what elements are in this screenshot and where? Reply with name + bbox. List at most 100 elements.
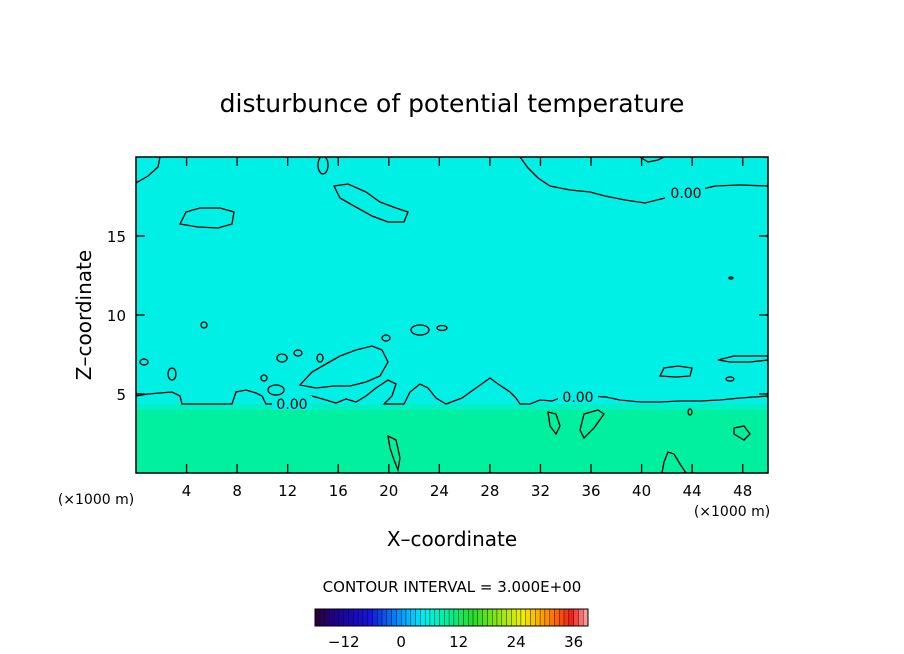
colorbar-segment	[405, 608, 411, 627]
colorbar-segment	[496, 608, 502, 627]
colorbar-segment	[482, 608, 488, 627]
x-axis-unit-left: (×1000 m)	[58, 492, 134, 508]
colorbar-segment	[458, 608, 464, 627]
contour-blob-n	[381, 334, 391, 342]
contour-label-1: 0.00	[276, 397, 307, 413]
colorbar-segment	[420, 608, 426, 627]
contour-blob-r	[728, 276, 734, 280]
y-tick-label: 5	[116, 386, 126, 404]
x-tick-label: 48	[733, 482, 752, 500]
colorbar-segment	[415, 608, 421, 627]
colorbar-segment	[549, 608, 555, 627]
colorbar-tick-label: −12	[328, 633, 360, 651]
colorbar-segment	[434, 608, 440, 627]
contour-blob-q	[725, 376, 735, 382]
field-fill	[136, 157, 768, 473]
colorbar-tick-label: 24	[507, 633, 526, 651]
colorbar-segment	[353, 608, 359, 627]
colorbar-segment	[381, 608, 388, 627]
colorbar-segment	[492, 608, 498, 627]
x-tick-label: 24	[430, 482, 449, 500]
contour-blob-h	[276, 353, 288, 363]
x-tick-label: 20	[379, 482, 398, 500]
contour-low-b	[579, 409, 605, 440]
contour-interval-text: CONTOUR INTERVAL = 3.000E+00	[323, 578, 582, 596]
colorbar-segment	[506, 608, 512, 627]
contour-blob-g	[260, 374, 268, 382]
colorbar	[314, 608, 589, 627]
colorbar-segment	[396, 608, 402, 627]
colorbar-segment	[429, 608, 435, 627]
colorbar-segment	[348, 608, 354, 627]
contour-low-e	[661, 451, 687, 473]
colorbar-segment	[568, 608, 574, 627]
contour-blob-k	[139, 358, 149, 366]
colorbar-segment	[391, 608, 397, 627]
colorbar-segment	[448, 608, 455, 627]
colorbar-frame	[314, 608, 589, 627]
colorbar-segment	[487, 608, 493, 627]
colorbar-segment	[333, 608, 340, 627]
colorbar-segment	[525, 608, 531, 627]
contour-top-left	[136, 157, 161, 184]
contour-blob-d	[436, 324, 448, 332]
colorbar-segment	[477, 608, 483, 627]
colorbar-segment	[401, 608, 407, 627]
colorbar-segment	[583, 608, 589, 627]
colorbar-segment	[372, 608, 378, 627]
x-tick-label: 44	[683, 482, 702, 500]
colorbar-segment	[515, 608, 522, 627]
contour-top-bubble	[317, 157, 329, 175]
contour-blob-m	[316, 353, 324, 363]
colorbar-segment	[520, 608, 526, 627]
contour-low-a	[547, 411, 561, 436]
colorbar-segment	[367, 608, 373, 627]
colorbar-segment	[511, 608, 517, 627]
x-axis-label: X–coordinate	[387, 527, 517, 551]
colorbar-tick-label: 36	[564, 633, 583, 651]
colorbar-segment	[439, 608, 445, 627]
colorbar-segment	[453, 608, 459, 627]
colorbar-segment	[530, 608, 536, 627]
colorbar-segment	[424, 608, 431, 627]
colorbar-segment	[544, 608, 550, 627]
contour-zero-upper	[519, 157, 768, 204]
colorbar-tick-label: 12	[449, 633, 468, 651]
x-tick-label: 8	[232, 482, 242, 500]
colorbar-segment	[501, 608, 507, 627]
colorbar-segment	[563, 608, 570, 627]
x-tick-label: 12	[278, 482, 297, 500]
colorbar-tick-labels: −12 0 12 24 36	[328, 633, 583, 651]
contour-top-mid	[639, 157, 665, 163]
x-tick-label: 36	[581, 482, 600, 500]
x-tick-label: 16	[329, 482, 348, 500]
contour-blob-l	[293, 349, 303, 357]
contour-blob-f	[267, 384, 285, 396]
contour-low-c	[733, 425, 751, 441]
colorbar-segment	[329, 608, 335, 627]
x-tick-label: 4	[182, 482, 192, 500]
colorbar-segment	[319, 608, 325, 627]
y-axis-ticks: 5 10 15	[107, 228, 768, 404]
colorbar-segment	[573, 608, 579, 627]
x-axis-unit-right: (×1000 m)	[694, 504, 770, 520]
colorbar-segment	[578, 608, 584, 627]
contour-blob-a	[179, 207, 235, 229]
contour-blob-i	[200, 321, 208, 329]
y-tick-label: 15	[107, 228, 126, 246]
colorbar-segment	[539, 608, 546, 627]
x-tick-label: 28	[480, 482, 499, 500]
x-tick-label: 32	[531, 482, 550, 500]
field-boundary-blend	[136, 404, 768, 410]
colorbar-segment	[559, 608, 565, 627]
contour-blob-j	[167, 367, 177, 381]
contour-low-d	[387, 434, 401, 473]
colorbar-segment	[444, 608, 450, 627]
colorbar-segment	[377, 608, 383, 627]
colorbar-segment	[410, 608, 416, 627]
contour-lines	[136, 157, 768, 473]
colorbar-segment	[463, 608, 469, 627]
chart-title: disturbunce of potential temperature	[220, 89, 685, 118]
contour-blob-o	[658, 365, 693, 378]
